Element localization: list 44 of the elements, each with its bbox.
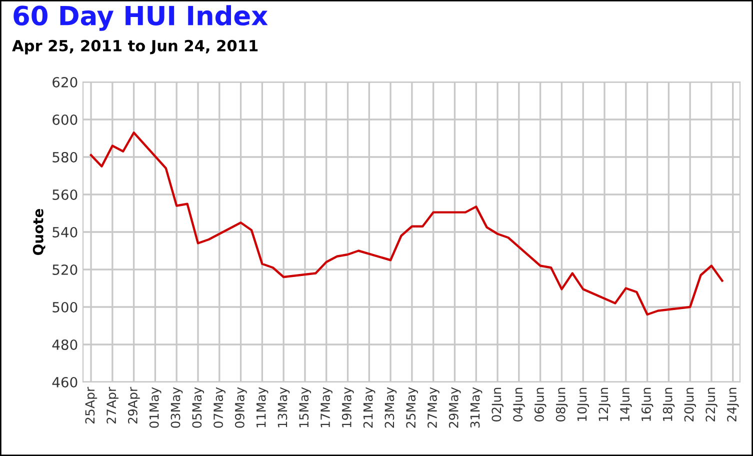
x-tick-label: 06Jun	[534, 388, 546, 422]
y-tick-label: 520	[52, 264, 78, 275]
y-tick-label: 460	[52, 376, 78, 388]
x-tick-label: 10Jun	[577, 388, 590, 421]
y-tick-label: 600	[52, 114, 78, 125]
y-tick-label: 500	[52, 302, 78, 312]
x-tick-label: 01May	[149, 387, 162, 428]
x-tick-label: 27May	[428, 387, 440, 428]
x-tick-label: 16Jun	[641, 388, 654, 421]
x-tick-label: 09May	[234, 387, 247, 428]
x-tick-label: 21May	[363, 387, 376, 428]
x-tick-label: 19May	[342, 387, 354, 428]
y-tick-label: 620	[52, 76, 78, 88]
x-tick-label: 11May	[256, 387, 268, 428]
x-tick-label: 05May	[192, 387, 204, 428]
y-tick-label: 580	[52, 152, 78, 162]
x-tick-label: 12Jun	[598, 388, 610, 421]
x-tick-label: 22Jun	[706, 388, 718, 422]
x-tick-label: 13May	[278, 387, 290, 428]
chart-title: 60 Day HUI Index	[14, 5, 268, 31]
chart-subtitle: Apr 25, 2011 to Jun 24, 2011	[12, 40, 258, 54]
y-tick-label: 560	[52, 189, 78, 200]
x-tick-label: 29Apr	[128, 386, 140, 424]
x-tick-label: 25Apr	[85, 386, 98, 424]
x-tick-label: 29May	[448, 387, 461, 428]
x-tick-label: 02Jun	[492, 388, 504, 422]
y-tick-label: 480	[52, 339, 78, 350]
x-tick-label: 04Jun	[513, 388, 525, 422]
x-tick-label: 15May	[299, 387, 312, 428]
x-tick-label: 20Jun	[684, 388, 696, 422]
x-tick-label: 25May	[406, 387, 418, 428]
x-tick-label: 03May	[170, 387, 183, 428]
x-tick-label: 23May	[384, 387, 397, 428]
x-tick-label: 31May	[470, 387, 482, 428]
x-tick-label: 14Jun	[620, 388, 632, 421]
x-tick-label: 24Jun	[727, 388, 739, 422]
x-tick-label: 18Jun	[662, 388, 675, 421]
x-tick-label: 08Jun	[556, 388, 568, 422]
y-axis-title: Quote	[32, 209, 46, 255]
x-tick-label: 07May	[214, 387, 226, 428]
line-series	[90, 132, 724, 316]
x-tick-label: 17May	[320, 387, 332, 428]
x-tick-label: 27Apr	[106, 386, 118, 424]
y-tick-label: 540	[52, 226, 78, 238]
